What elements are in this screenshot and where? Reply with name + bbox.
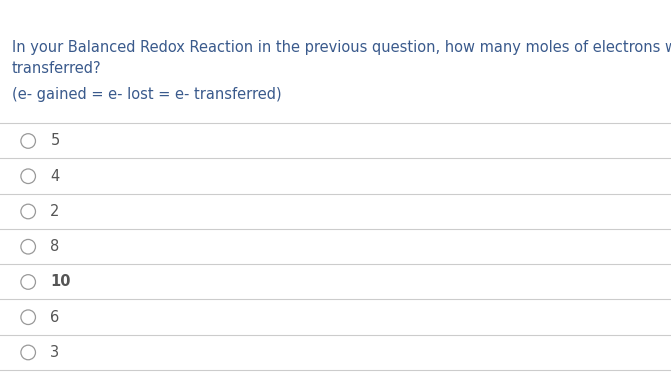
- Text: transferred?: transferred?: [12, 61, 102, 76]
- Text: 8: 8: [50, 239, 60, 254]
- Text: 3: 3: [50, 345, 60, 360]
- Text: (e- gained = e- lost = e- transferred): (e- gained = e- lost = e- transferred): [12, 87, 282, 102]
- Text: 4: 4: [50, 169, 60, 183]
- Text: In your Balanced Redox Reaction in the previous question, how many moles of elec: In your Balanced Redox Reaction in the p…: [12, 40, 671, 55]
- Text: 6: 6: [50, 310, 60, 324]
- Text: 5: 5: [50, 133, 60, 148]
- Text: 10: 10: [50, 274, 71, 289]
- Text: 2: 2: [50, 204, 60, 219]
